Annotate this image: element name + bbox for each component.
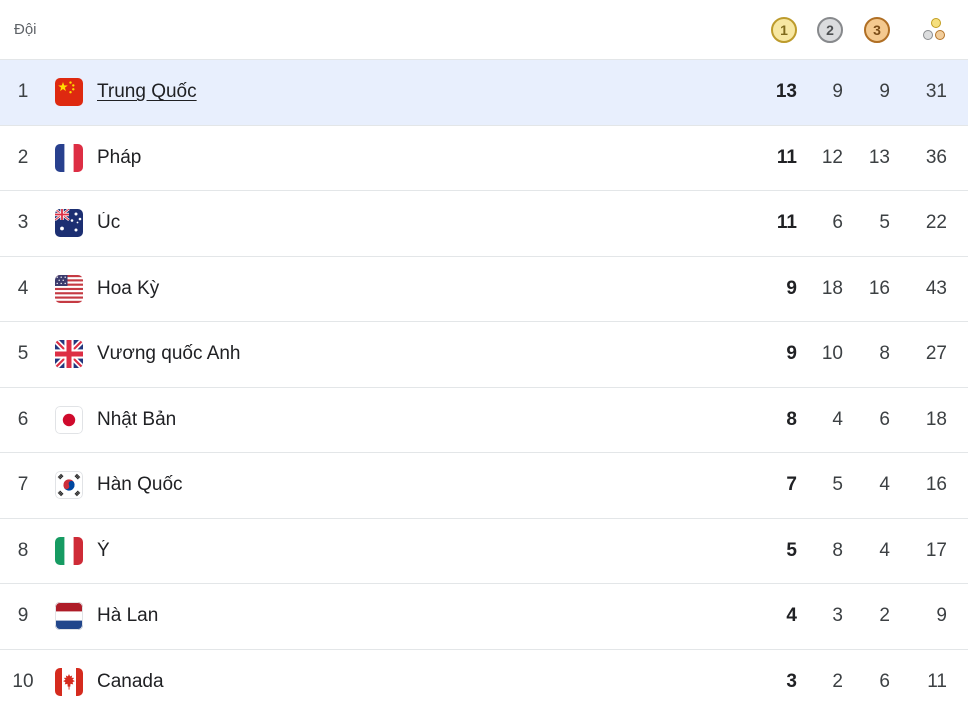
table-row[interactable]: 2 Pháp 11 12 13 36 [0,125,968,191]
bronze-count: 9 [879,81,890,103]
total-count: 9 [936,605,947,627]
gold-count: 9 [786,277,797,299]
total-count: 18 [925,408,947,430]
flag-france-icon [55,143,83,172]
silver-count: 18 [821,277,843,299]
table-row[interactable]: 4 Hoa Kỳ 9 18 16 43 [0,256,968,322]
bronze-count: 8 [879,343,890,365]
flag-china-icon [55,78,83,107]
gold-count: 9 [786,343,797,365]
country-link[interactable]: Hoa Kỳ [97,277,160,299]
bronze-medal-icon: 3 [864,16,890,43]
gold-count: 5 [786,539,797,561]
gold-column-header: 1 [727,16,797,43]
total-count: 27 [925,343,947,365]
table-row[interactable]: 9 Hà Lan 4 3 2 9 [0,584,968,650]
table-header: Đội 1 2 3 [0,0,968,60]
flag-netherlands-icon [55,602,83,631]
rank: 5 [17,343,29,365]
flag-united-kingdom-icon [55,340,83,369]
total-count: 16 [925,474,947,496]
rank: 3 [17,212,29,234]
rank: 10 [12,671,34,693]
gold-count: 8 [786,408,797,430]
bronze-count: 6 [879,671,890,693]
bronze-count: 4 [879,474,890,496]
country-link[interactable]: Pháp [97,146,142,168]
gold-count: 13 [775,81,797,103]
total-count: 31 [925,81,947,103]
silver-count: 3 [832,605,843,627]
total-column-header [890,17,947,43]
total-count: 11 [927,671,947,693]
flag-japan-icon [55,405,83,434]
total-count: 43 [925,277,947,299]
gold-count: 7 [786,474,797,496]
rank: 2 [17,146,29,168]
flag-italy-icon [55,536,83,565]
silver-medal-icon: 2 [817,16,843,43]
silver-column-header: 2 [797,16,843,43]
country-link[interactable]: Trung Quốc [97,81,197,103]
rank: 8 [17,539,29,561]
table-row[interactable]: 5 Vương quốc Anh 9 10 8 27 [0,322,968,388]
rank: 9 [17,605,29,627]
country-link[interactable]: Hàn Quốc [97,474,183,496]
silver-count: 6 [832,212,843,234]
total-count: 22 [925,212,947,234]
total-count: 36 [925,146,947,168]
bronze-column-header: 3 [843,16,890,43]
country-link[interactable]: Úc [97,212,121,234]
country-link[interactable]: Nhật Bản [97,408,177,430]
bronze-count: 5 [879,212,890,234]
rank: 6 [17,408,29,430]
gold-medal-icon: 1 [771,16,797,43]
flag-united-states-icon [55,274,83,303]
silver-count: 8 [832,539,843,561]
table-row[interactable]: 10 Canada 3 2 6 11 [0,649,968,715]
country-link[interactable]: Canada [97,671,164,693]
silver-count: 12 [821,146,843,168]
silver-count: 2 [832,671,843,693]
table-row[interactable]: 6 Nhật Bản 8 4 6 18 [0,387,968,453]
silver-count: 5 [832,474,843,496]
gold-count: 4 [786,605,797,627]
country-link[interactable]: Hà Lan [97,605,159,627]
silver-count: 4 [832,408,843,430]
bronze-count: 13 [868,146,890,168]
table-row[interactable]: 8 Ý 5 8 4 17 [0,518,968,584]
silver-count: 10 [821,343,843,365]
bronze-count: 4 [879,539,890,561]
flag-canada-icon [55,668,83,697]
country-link[interactable]: Ý [97,539,110,561]
rank: 7 [17,474,29,496]
gold-count: 11 [776,146,797,168]
flag-south-korea-icon [55,471,83,500]
silver-count: 9 [832,81,843,103]
bronze-count: 6 [879,408,890,430]
bronze-count: 2 [879,605,890,627]
table-row[interactable]: 3 Úc 11 6 5 22 [0,191,968,257]
rank: 4 [17,277,29,299]
total-medals-icon [921,17,947,43]
total-count: 17 [925,539,947,561]
flag-australia-icon [55,209,83,238]
team-column-header: Đội [14,21,37,38]
table-row[interactable]: 1 Trung Quốc 13 9 9 31 [0,60,968,126]
bronze-count: 16 [868,277,890,299]
gold-count: 3 [786,671,797,693]
table-row[interactable]: 7 [0,453,968,519]
rank: 1 [17,81,29,103]
country-link[interactable]: Vương quốc Anh [97,343,241,365]
gold-count: 11 [776,212,797,234]
